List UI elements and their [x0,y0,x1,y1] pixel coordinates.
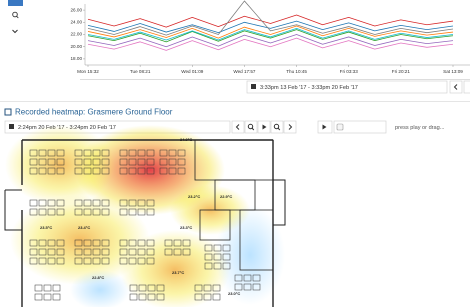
prev-button[interactable] [232,121,244,133]
screen: 18.00 20.00 22.00 24.00 26.00 Mon 15:32 Tue 08… [0,0,470,307]
line-series [88,35,453,47]
x-tick-label: Mon 15:32 [77,69,99,74]
temperature-label: 22.9°C [220,194,232,199]
x-tick-label: Wed 17:57 [233,69,256,74]
temperature-label: 23.3°C [180,225,192,230]
calendar-icon [251,84,256,89]
play-button[interactable] [318,121,332,133]
x-tick-label: Fri 03:33 [340,69,359,74]
temperature-label: 23.5°C [40,225,52,230]
x-tick-label: Wed 01:09 [181,69,204,74]
heat-zone [120,230,230,307]
page: {"chart_data":{"type":"line", "categorie… [0,0,470,307]
x-tick-label: Thu 10:45 [286,69,307,74]
x-tick-label: Fri 20:21 [392,69,411,74]
y-tick-label: 18.00 [71,56,83,61]
range-text: 3:33pm 13 Feb '17 - 3:33pm 20 Feb '17 [260,85,358,91]
temperature-label: 23.7°C [172,270,184,275]
slider-placeholder: press play or drag... [395,125,445,131]
zoom-button[interactable] [8,9,23,21]
prev-button[interactable] [450,81,462,93]
dropdown-button[interactable] [13,30,18,33]
y-tick-label: 20.00 [71,44,83,49]
chart-control[interactable] [8,0,23,6]
time-slider[interactable] [334,121,386,133]
temperature-label: 23.4°C [78,225,90,230]
x-tick-label: Tue 08:21 [130,69,151,74]
settings-button[interactable] [464,81,470,93]
line-series [88,1,453,35]
x-tick-label: Sat 13:09 [443,69,463,74]
heatmap-title: Recorded heatmap: Grasmere Ground Floor [15,108,173,117]
floor-plan: 24.0°C 23.2°C 22.9°C 23.5°C 23.4°C 23.3°… [5,125,285,307]
heading-icon [5,109,11,115]
calendar-icon [9,124,14,129]
temperature-label: 23.0°C [228,291,240,296]
y-tick-label: 22.00 [71,32,83,37]
next-button[interactable] [284,121,296,133]
line-series [88,15,453,27]
y-tick-label: 24.00 [71,20,83,25]
zoom-out-button[interactable] [245,121,257,133]
y-tick-label: 26.00 [71,7,83,12]
zoom-in-button[interactable] [271,121,283,133]
temperature-label: 24.0°C [180,137,192,142]
temperature-label: 23.2°C [188,194,200,199]
play-range-button[interactable] [258,121,270,133]
temperature-label: 22.8°C [92,275,104,280]
line-chart: 18.00 20.00 22.00 24.00 26.00 Mon 15:32 Tue 08… [71,1,470,74]
